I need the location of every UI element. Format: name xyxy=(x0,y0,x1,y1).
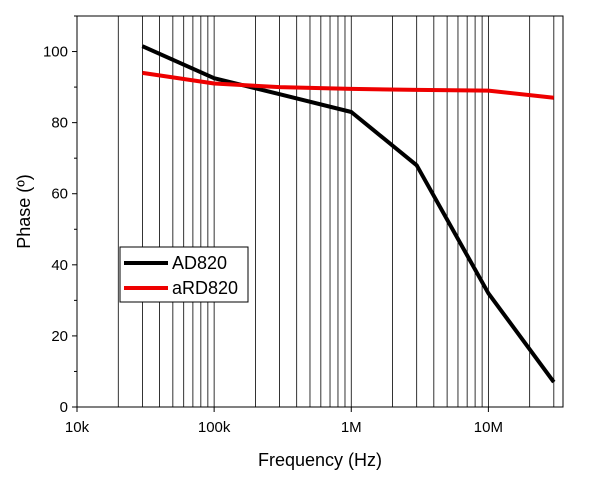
y-tick-label: 80 xyxy=(51,115,68,132)
y-tick-label: 40 xyxy=(51,257,68,274)
plot-frame xyxy=(76,15,564,408)
series-line-ard820 xyxy=(142,70,555,100)
x-tick-label: 10k xyxy=(65,419,90,436)
tick-layer: 10k 100k 1M 10M 0 20 40 60 80 100 xyxy=(43,15,503,436)
y-tick-label: 100 xyxy=(43,44,68,61)
y-tick-label: 60 xyxy=(51,186,68,203)
y-axis-title: Phase (º) xyxy=(14,174,34,249)
series-line-ad820 xyxy=(141,44,556,384)
legend-label-ad820: AD820 xyxy=(172,253,227,273)
grid-layer xyxy=(76,16,555,407)
x-tick-label: 1M xyxy=(341,419,362,436)
legend: AD820 aRD820 xyxy=(119,246,249,303)
legend-box xyxy=(119,246,249,303)
x-tick-label: 10M xyxy=(474,419,503,436)
y-tick-label: 20 xyxy=(51,328,68,345)
x-axis-title: Frequency (Hz) xyxy=(258,450,382,470)
x-tick-label: 100k xyxy=(198,419,231,436)
y-tick-label: 0 xyxy=(60,399,68,416)
series-layer xyxy=(141,44,556,384)
legend-label-ard820: aRD820 xyxy=(172,278,238,298)
